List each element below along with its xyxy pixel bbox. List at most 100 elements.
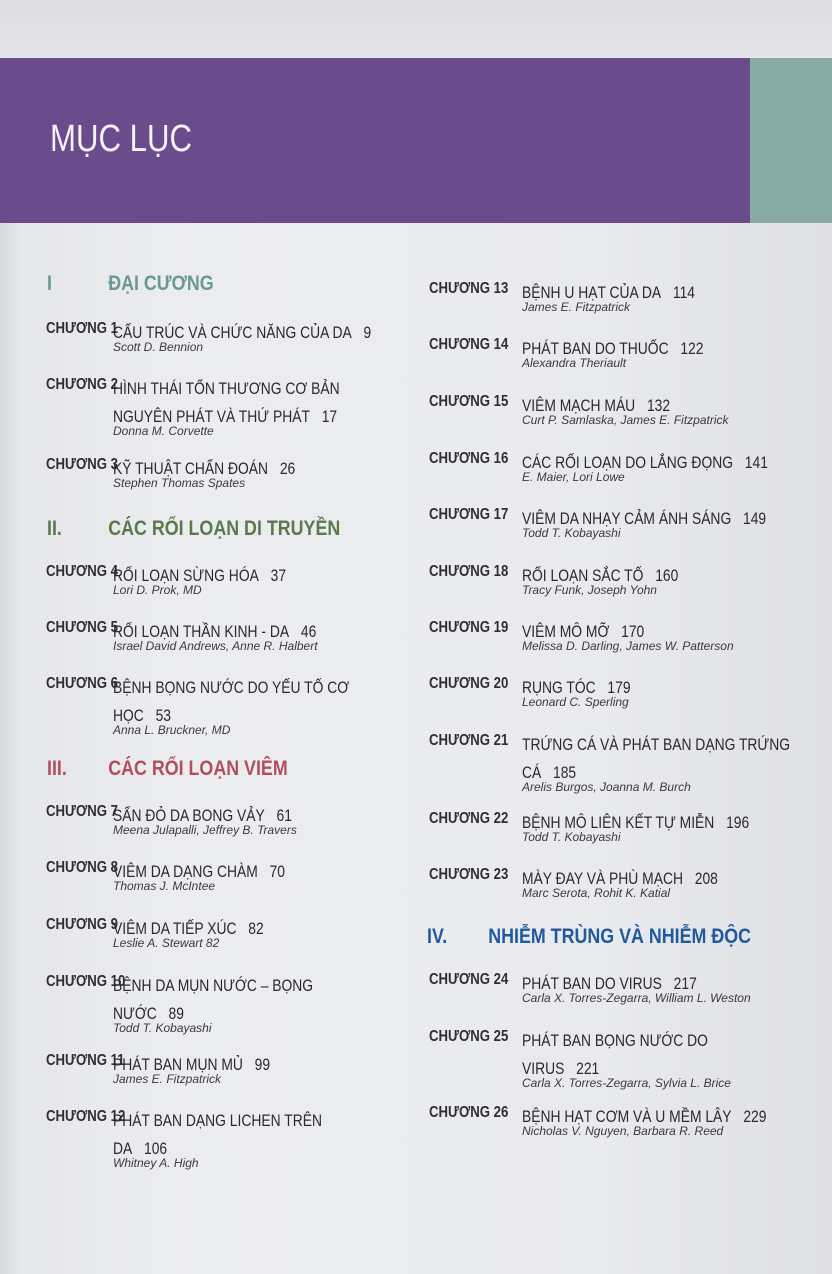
header-band	[0, 58, 750, 223]
chapter-title: KỸ THUẬT CHẨN ĐOÁN 26	[113, 455, 382, 483]
chapter-label: CHƯƠNG 1	[46, 320, 118, 337]
page-number: 82	[248, 920, 264, 938]
chapter-title: RỤNG TÓC 179	[522, 674, 791, 702]
chapter-label: CHƯƠNG 16	[429, 450, 509, 467]
chapter-author: Alexandra Theriault	[522, 356, 627, 370]
chapter-title: BỆNH MÔ LIÊN KẾT TỰ MIỄN 196	[522, 809, 791, 837]
page-title: MỤC LỤC	[50, 118, 192, 160]
chapter-label: CHƯƠNG 3	[46, 456, 118, 473]
chapter-title-text: SẨN ĐỎ DA BONG VẢY	[113, 807, 265, 825]
chapter-title-text: RỐI LOẠN THẦN KINH - DA	[113, 623, 290, 641]
section-heading: IV. NHIỄM TRÙNG VÀ NHIỄM ĐỘC	[427, 925, 751, 949]
chapter-title-text: CÁC RỐI LOẠN DO LẮNG ĐỌNG	[522, 454, 734, 472]
chapter-author: Stephen Thomas Spates	[113, 476, 246, 490]
chapter-author: James E. Fitzpatrick	[113, 1072, 222, 1086]
chapter-title: BỆNH U HẠT CỦA DA 114	[522, 279, 791, 307]
chapter-title: PHÁT BAN MỤN MỦ 99	[113, 1051, 382, 1079]
chapter-title: CÁC RỐI LOẠN DO LẮNG ĐỌNG 141	[522, 449, 791, 477]
chapter-author: Scott D. Bennion	[113, 340, 204, 354]
chapter-title-text: VIÊM DA DẠNG CHÀM	[113, 863, 258, 881]
chapter-title-text: RỤNG TÓC	[522, 679, 596, 697]
chapter-author: Tracy Funk, Joseph Yohn	[522, 583, 657, 597]
chapter-label: CHƯƠNG 13	[429, 280, 509, 297]
chapter-title-text: RỐI LOẠN SẮC TỐ	[522, 567, 644, 585]
page-top-margin	[0, 0, 832, 58]
chapter-label: CHƯƠNG 21	[429, 732, 509, 749]
page-number: 53	[155, 707, 171, 725]
chapter-label: CHƯƠNG 25	[429, 1028, 509, 1045]
chapter-author: E. Maier, Lori Lowe	[522, 470, 625, 484]
chapter-title: HÌNH THÁI TỔN THƯƠNG CƠ BẢN NGUYÊN PHÁT …	[113, 375, 382, 431]
chapter-title-text: RỐI LOẠN SỪNG HÓA	[113, 567, 259, 585]
chapter-author: Thomas J. McIntee	[113, 879, 216, 893]
chapter-label: CHƯƠNG 15	[429, 393, 509, 410]
chapter-title: VIÊM DA TIẾP XÚC 82	[113, 915, 382, 943]
chapter-title: RỐI LOẠN THẦN KINH - DA 46	[113, 618, 382, 646]
page-number: 217	[673, 975, 697, 993]
section-heading: III. CÁC RỐI LOẠN VIÊM	[47, 757, 288, 781]
section-number: III.	[47, 757, 67, 780]
chapter-title-text: BỆNH HẠT CƠM VÀ U MỀM LÂY	[522, 1108, 732, 1126]
chapter-title-text: PHÁT BAN BỌNG NƯỚC DO VIRUS	[522, 1032, 708, 1078]
chapter-author: Todd T. Kobayashi	[522, 526, 621, 540]
chapter-title: VIÊM MẠCH MÁU 132	[522, 392, 791, 420]
page-number: 46	[300, 623, 317, 641]
page-number: 149	[742, 510, 767, 528]
chapter-title-text: CẤU TRÚC VÀ CHỨC NĂNG CỦA DA	[113, 324, 352, 342]
chapter-title-text: BỆNH BỌNG NƯỚC DO YẾU TỐ CƠ HỌC	[113, 679, 350, 725]
chapter-title-text: KỸ THUẬT CHẨN ĐOÁN	[113, 460, 269, 478]
chapter-title: PHÁT BAN DẠNG LICHEN TRÊN DA 106	[113, 1107, 382, 1163]
chapter-title: RỐI LOẠN SỪNG HÓA 37	[113, 562, 382, 590]
page-number: 89	[168, 1005, 184, 1023]
chapter-author: Nicholas V. Nguyen, Barbara R. Reed	[522, 1124, 724, 1138]
section-title: ĐẠI CƯƠNG	[108, 272, 214, 295]
chapter-author: Todd T. Kobayashi	[113, 1021, 212, 1035]
page-number: 160	[655, 567, 679, 585]
chapter-title: SẨN ĐỎ DA BONG VẢY 61	[113, 802, 382, 830]
chapter-author: Marc Serota, Rohit K. Katial	[522, 886, 671, 900]
page-number: 61	[276, 807, 292, 825]
page-number: 9	[363, 324, 372, 342]
chapter-label: CHƯƠNG 7	[46, 803, 118, 820]
chapter-title-text: PHÁT BAN DO VIRUS	[522, 975, 662, 993]
chapter-title: PHÁT BAN DO VIRUS 217	[522, 970, 791, 998]
page-number: 132	[646, 397, 671, 415]
chapter-title: TRỨNG CÁ VÀ PHÁT BAN DẠNG TRỨNG CÁ 185	[522, 731, 791, 787]
chapter-label: CHƯƠNG 20	[429, 675, 509, 692]
chapter-title-text: PHÁT BAN DO THUỐC	[522, 340, 669, 358]
section-title: CÁC RỐI LOẠN DI TRUYỀN	[108, 517, 341, 540]
chapter-author: Whitney A. High	[113, 1156, 199, 1170]
chapter-label: CHƯƠNG 12	[46, 1108, 126, 1125]
chapter-label: CHƯƠNG 6	[46, 675, 118, 692]
chapter-title: PHÁT BAN DO THUỐC 122	[522, 335, 791, 363]
page-number: 229	[743, 1108, 767, 1126]
chapter-title: BỆNH BỌNG NƯỚC DO YẾU TỐ CƠ HỌC 53	[113, 674, 382, 730]
chapter-label: CHƯƠNG 10	[46, 973, 126, 990]
chapter-title-text: PHÁT BAN MỤN MỦ	[113, 1056, 243, 1074]
chapter-author: Donna M. Corvette	[113, 424, 214, 438]
chapter-label: CHƯƠNG 17	[429, 506, 509, 523]
chapter-title: VIÊM DA DẠNG CHÀM 70	[113, 858, 382, 886]
chapter-author: Leonard C. Sperling	[522, 695, 629, 709]
chapter-label: CHƯƠNG 8	[46, 859, 118, 876]
chapter-author: Lori D. Prok, MD	[113, 583, 202, 597]
page-number: 99	[254, 1056, 271, 1074]
chapter-author: Melissa D. Darling, James W. Patterson	[522, 639, 734, 653]
chapter-label: CHƯƠNG 18	[429, 563, 509, 580]
chapter-title-text: BỆNH MÔ LIÊN KẾT TỰ MIỄN	[522, 814, 715, 832]
page-number: 141	[744, 454, 768, 472]
chapter-author: James E. Fitzpatrick	[522, 300, 631, 314]
chapter-title: MÀY ĐAY VÀ PHÙ MẠCH 208	[522, 865, 791, 893]
page-number: 17	[321, 408, 338, 426]
chapter-author: Todd T. Kobayashi	[522, 830, 621, 844]
page-number: 185	[553, 764, 577, 782]
chapter-label: CHƯƠNG 11	[46, 1052, 125, 1069]
chapter-author: Anna L. Bruckner, MD	[113, 723, 231, 737]
chapter-title-text: PHÁT BAN DẠNG LICHEN TRÊN DA	[113, 1112, 322, 1158]
section-heading: I ĐẠI CƯƠNG	[47, 272, 214, 296]
chapter-label: CHƯƠNG 19	[429, 619, 509, 636]
page-number: 106	[144, 1140, 168, 1158]
page-number: 37	[270, 567, 287, 585]
page-number: 170	[621, 623, 645, 641]
chapter-label: CHƯƠNG 14	[429, 336, 509, 353]
